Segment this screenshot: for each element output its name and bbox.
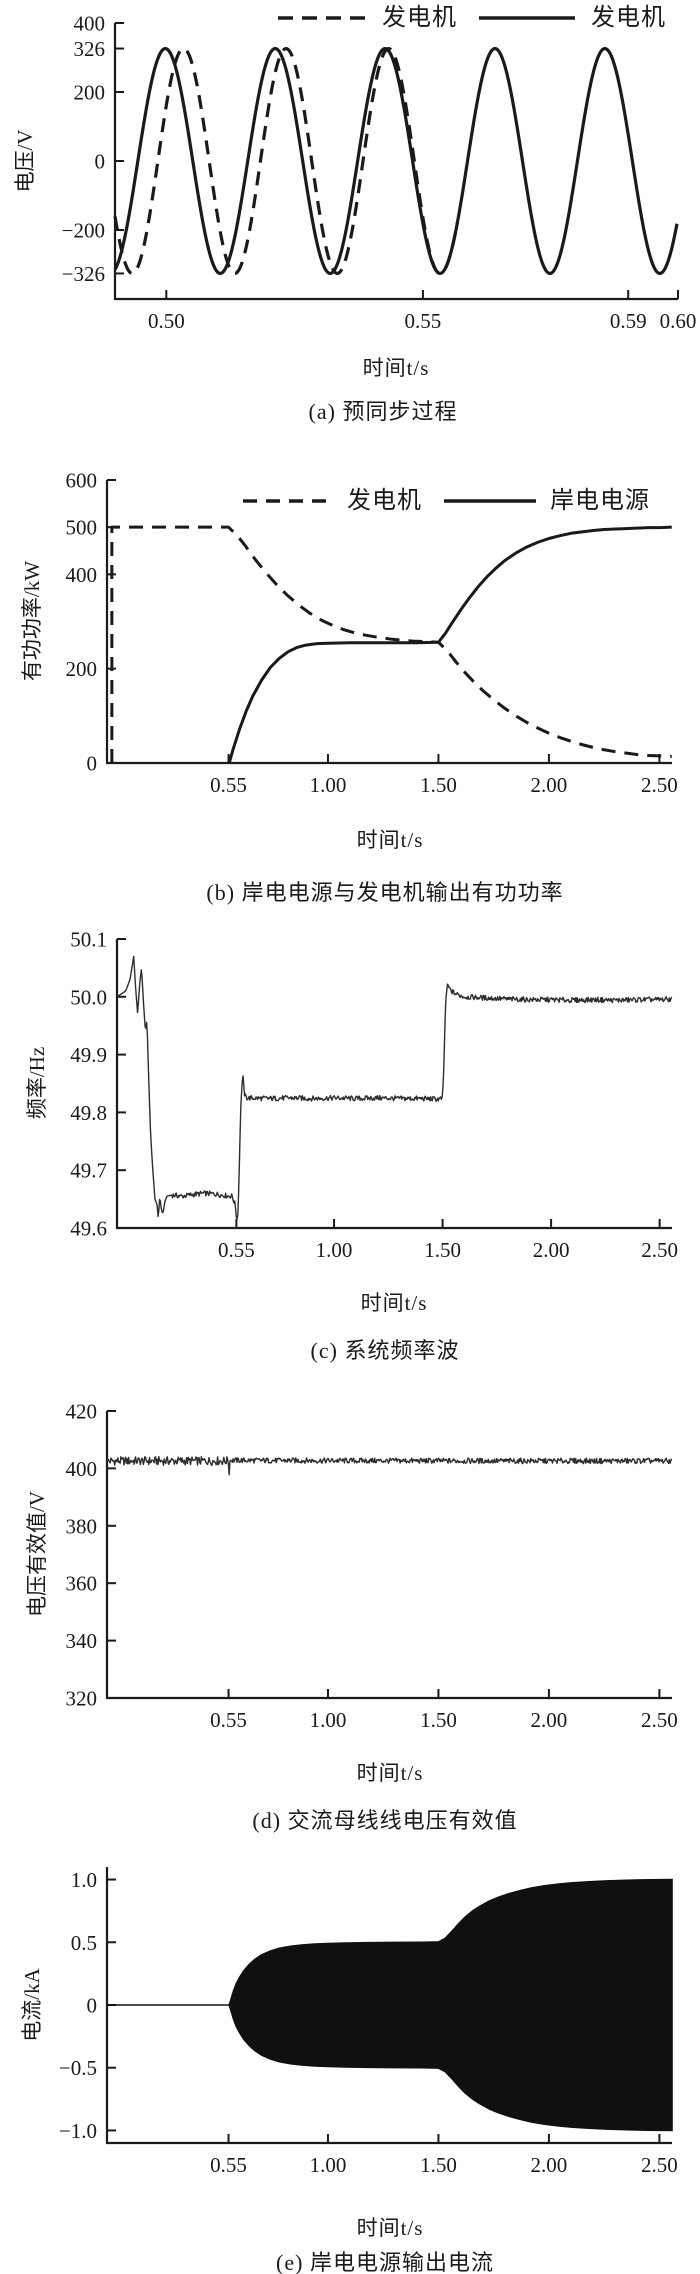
y-tick-label-a: 400 <box>74 12 106 36</box>
y-tick-label-d: 420 <box>66 1400 98 1424</box>
y-tick-label-a: −326 <box>62 262 105 286</box>
y-tick-label-c: 49.6 <box>70 1217 107 1241</box>
axis-b <box>105 480 672 765</box>
y-tick-label-b: 200 <box>66 657 98 681</box>
x-tick-label-b: 2.50 <box>641 773 678 797</box>
caption-e: (e) 岸电电源输出电流 <box>276 2250 494 2274</box>
series-c-0 <box>116 955 673 1220</box>
series-d-0 <box>106 1455 673 1476</box>
y-tick-label-d: 360 <box>66 1572 98 1596</box>
y-tick-label-b: 500 <box>66 516 98 540</box>
x-tick-label-b: 1.50 <box>420 773 457 797</box>
y-axis-title-frequency: 频率/Hz <box>25 1046 49 1120</box>
caption-b: (b) 岸电电源与发电机输出有功功率 <box>206 880 564 905</box>
x-axis-title-b: 时间t/s <box>356 828 424 852</box>
x-tick-label-e: 2.50 <box>641 2153 678 2177</box>
x-tick-label-e: 0.55 <box>210 2153 247 2177</box>
x-tick-label-c: 1.50 <box>424 1238 461 1262</box>
solid-line-sample-icon <box>444 499 536 503</box>
x-tick-label-a: 0.60 <box>660 309 697 333</box>
series-a-0 <box>113 46 460 276</box>
series-b-0 <box>110 525 672 763</box>
x-tick-label-e: 1.00 <box>310 2153 347 2177</box>
axis-e <box>105 1867 672 2145</box>
x-tick-label-a: 0.59 <box>610 309 647 333</box>
x-tick-label-d: 1.00 <box>310 1708 347 1732</box>
y-tick-label-b: 0 <box>87 752 98 776</box>
caption-c: (c) 系统频率波 <box>310 1338 460 1363</box>
legend-label-generator-solid: 发电机 <box>591 5 666 31</box>
y-tick-label-d: 320 <box>66 1687 98 1711</box>
x-tick-label-d: 1.50 <box>420 1708 457 1732</box>
x-tick-label-b: 2.00 <box>531 773 568 797</box>
y-tick-label-d: 380 <box>66 1514 98 1538</box>
y-tick-label-a: −200 <box>62 219 105 243</box>
y-tick-label-c: 50.1 <box>70 928 107 952</box>
y-tick-label-c: 49.8 <box>70 1101 107 1125</box>
x-tick-label-c: 0.55 <box>218 1238 255 1262</box>
y-tick-label-b: 400 <box>66 563 98 587</box>
solid-line-sample-icon <box>479 16 575 20</box>
y-tick-label-a: 326 <box>74 37 106 61</box>
series-b-1 <box>227 525 672 764</box>
legend-chart-a: 发电机 发电机 <box>278 3 666 33</box>
y-tick-label-d: 340 <box>66 1629 98 1653</box>
x-tick-label-b: 1.00 <box>310 773 347 797</box>
y-tick-label-e: 1.0 <box>71 1868 97 1892</box>
x-axis-title-a: 时间t/s <box>362 356 430 380</box>
x-tick-label-d: 0.55 <box>210 1708 247 1732</box>
x-tick-label-d: 2.50 <box>641 1708 678 1732</box>
y-tick-label-d: 400 <box>66 1457 98 1481</box>
caption-a: (a) 预同步过程 <box>308 399 458 424</box>
series-a-1 <box>113 46 679 276</box>
caption-d: (d) 交流母线线电压有效值 <box>252 1808 518 1833</box>
legend-label-generator: 发电机 <box>347 488 422 514</box>
dashed-line-sample-icon <box>243 499 333 503</box>
y-tick-label-c: 49.9 <box>70 1043 107 1067</box>
x-tick-label-a: 0.50 <box>148 309 185 333</box>
legend-label-generator-dashed: 发电机 <box>382 5 457 31</box>
legend-label-shore-power: 岸电电源 <box>550 488 650 514</box>
x-tick-label-c: 1.00 <box>316 1238 353 1262</box>
y-axis-title-current: 电流/kA <box>20 1968 44 2042</box>
dashed-line-sample-icon <box>278 16 366 20</box>
x-axis-title-d: 时间t/s <box>356 1761 424 1785</box>
series-e-0 <box>107 1878 673 2132</box>
x-tick-label-a: 0.55 <box>405 309 442 333</box>
x-tick-label-e: 2.00 <box>531 2153 568 2177</box>
y-tick-label-b: 600 <box>66 469 98 493</box>
x-axis-title-e: 时间t/s <box>356 2216 424 2240</box>
y-tick-label-c: 50.0 <box>70 985 107 1009</box>
y-tick-label-e: 0.5 <box>71 1931 97 1955</box>
axis-a <box>113 23 678 301</box>
y-tick-label-a: 200 <box>74 81 106 105</box>
y-tick-label-e: −0.5 <box>59 2056 97 2080</box>
y-axis-title-voltage: 电压/V <box>13 129 37 193</box>
y-tick-label-e: −1.0 <box>59 2119 97 2143</box>
x-tick-label-c: 2.50 <box>641 1238 678 1262</box>
y-tick-label-a: 0 <box>95 150 106 174</box>
x-tick-label-c: 2.00 <box>533 1238 570 1262</box>
y-axis-title-voltage-rms: 电压有效值/V <box>25 1491 49 1617</box>
x-axis-title-c: 时间t/s <box>360 1291 428 1315</box>
legend-chart-b: 发电机 岸电电源 <box>243 486 650 516</box>
axis-c <box>115 939 672 1230</box>
x-tick-label-e: 1.50 <box>420 2153 457 2177</box>
x-tick-label-d: 2.00 <box>531 1708 568 1732</box>
x-tick-label-b: 0.55 <box>210 773 247 797</box>
y-tick-label-e: 0 <box>87 1994 98 2018</box>
axis-d <box>105 1411 672 1700</box>
y-tick-label-c: 49.7 <box>70 1159 107 1183</box>
y-axis-title-active-power: 有功功率/kW <box>20 560 44 682</box>
